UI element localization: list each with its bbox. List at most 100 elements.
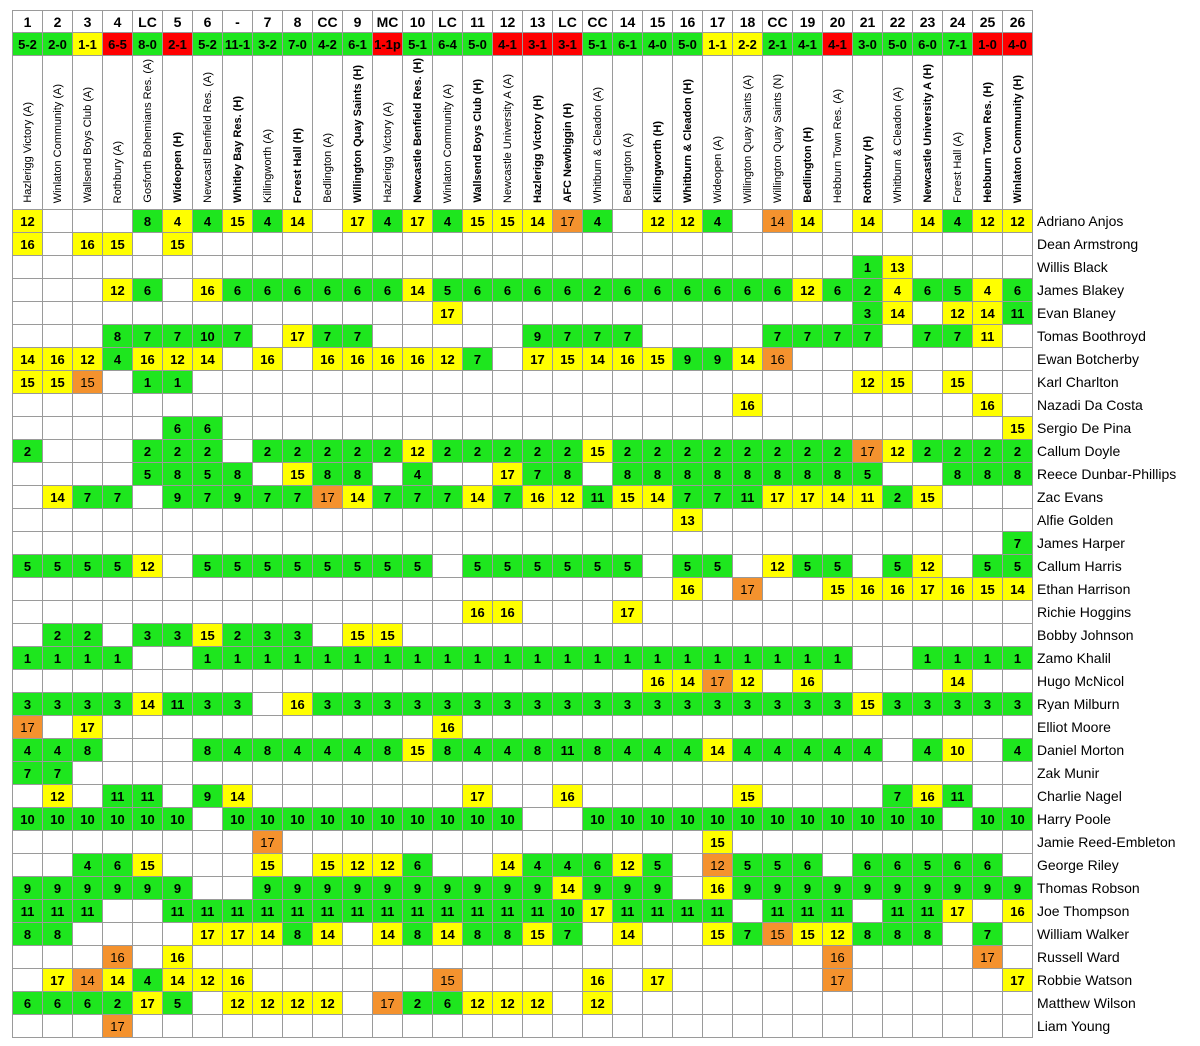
player-name: Evan Blaney [1037, 305, 1116, 321]
shirt-number: 14 [552, 876, 583, 900]
shirt-number: 16 [612, 347, 643, 371]
empty-cell [312, 577, 343, 601]
shirt-number: 8 [912, 922, 943, 946]
empty-cell [222, 393, 253, 417]
shirt-number: 14 [432, 922, 463, 946]
shirt-number: 12 [642, 209, 673, 233]
empty-cell [72, 324, 103, 348]
shirt-number: 9 [762, 876, 793, 900]
empty-cell [462, 416, 493, 440]
player-row: 15 15 15 1 1 12 15 15 Karl Charlton [12, 370, 1196, 394]
empty-cell [672, 1014, 703, 1038]
empty-cell [1002, 669, 1033, 693]
shirt-number: 9 [102, 876, 133, 900]
empty-cell [252, 1014, 283, 1038]
shirt-number: 3 [642, 692, 673, 716]
empty-cell [42, 255, 73, 279]
shirt-number: 15 [852, 692, 883, 716]
shirt-number: 6 [432, 991, 463, 1015]
empty-cell [732, 301, 763, 325]
empty-cell [582, 232, 613, 256]
empty-cell [72, 761, 103, 785]
player-name: Bobby Johnson [1037, 627, 1134, 643]
shirt-number: 5 [12, 554, 43, 578]
shirt-number: 9 [852, 876, 883, 900]
player-row: 6 6 15 Sergio De Pina [12, 416, 1196, 440]
shirt-number: 14 [492, 853, 523, 877]
shirt-number: 6 [642, 278, 673, 302]
empty-cell [402, 761, 433, 785]
empty-cell [252, 945, 283, 969]
empty-cell [252, 232, 283, 256]
shirt-number: 15 [822, 577, 853, 601]
shirt-number: 3 [402, 692, 433, 716]
empty-cell [132, 416, 163, 440]
player-name: Robbie Watson [1037, 972, 1133, 988]
shirt-number: 16 [942, 577, 973, 601]
shirt-number: 4 [612, 738, 643, 762]
empty-cell [102, 830, 133, 854]
shirt-number: 1 [282, 646, 313, 670]
empty-cell [132, 761, 163, 785]
empty-cell [492, 370, 523, 394]
shirt-number: 4 [552, 853, 583, 877]
shirt-number: 15 [252, 853, 283, 877]
empty-cell [132, 922, 163, 946]
shirt-number: 11 [582, 485, 613, 509]
shirt-number: 4 [192, 209, 223, 233]
empty-cell [132, 669, 163, 693]
empty-cell [792, 761, 823, 785]
shirt-number: 6 [702, 278, 733, 302]
empty-cell [642, 554, 673, 578]
empty-cell [762, 255, 793, 279]
shirt-number: 17 [792, 485, 823, 509]
empty-cell [972, 370, 1003, 394]
empty-cell [732, 945, 763, 969]
empty-cell [972, 738, 1003, 762]
match-number: 14 [612, 10, 643, 33]
empty-cell [162, 646, 193, 670]
shirt-number: 5 [192, 462, 223, 486]
shirt-number: 11 [102, 784, 133, 808]
empty-cell [192, 807, 223, 831]
empty-cell [462, 370, 493, 394]
shirt-number: 17 [432, 301, 463, 325]
shirt-number: 8 [552, 462, 583, 486]
shirt-number: 15 [222, 209, 253, 233]
empty-cell [282, 370, 313, 394]
empty-cell [282, 968, 313, 992]
empty-cell [72, 531, 103, 555]
shirt-number: 9 [672, 347, 703, 371]
player-row: 12 11 11 9 14 17 16 15 7 16 11 Charlie Nagel [12, 784, 1196, 808]
empty-cell [642, 232, 673, 256]
opponent-row: Hazlerigg Victory (A) Winlaton Community … [12, 55, 1196, 210]
empty-cell [492, 623, 523, 647]
player-row: 17 Liam Young [12, 1014, 1196, 1038]
empty-cell [72, 209, 103, 233]
empty-cell [762, 577, 793, 601]
empty-cell [942, 232, 973, 256]
shirt-number: 2 [282, 439, 313, 463]
empty-cell [432, 784, 463, 808]
shirt-number: 1 [732, 646, 763, 670]
match-number: 11 [462, 10, 493, 33]
empty-cell [462, 393, 493, 417]
player-row: 2 2 3 3 15 2 3 3 15 15 Bobby Johnson [12, 623, 1196, 647]
empty-cell [912, 968, 943, 992]
empty-cell [1002, 784, 1033, 808]
shirt-number: 4 [342, 738, 373, 762]
shirt-number: 16 [492, 600, 523, 624]
empty-cell [12, 278, 43, 302]
shirt-number: 1 [132, 370, 163, 394]
empty-cell [42, 416, 73, 440]
shirt-number: 14 [672, 669, 703, 693]
empty-cell [882, 324, 913, 348]
score: 2-2 [732, 32, 763, 56]
empty-cell [342, 370, 373, 394]
empty-cell [252, 301, 283, 325]
shirt-number: 2 [462, 439, 493, 463]
shirt-number: 16 [882, 577, 913, 601]
empty-cell [162, 278, 193, 302]
shirt-number: 17 [252, 830, 283, 854]
empty-cell [102, 508, 133, 532]
